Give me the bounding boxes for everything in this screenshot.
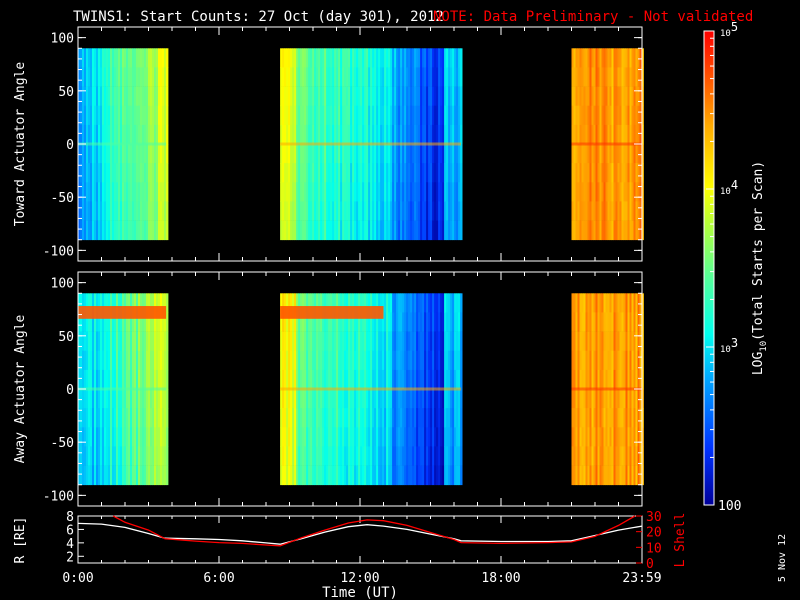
time-axis-label: Time (UT) (322, 585, 398, 600)
orbit-lines (77, 515, 643, 547)
away-actuator-panel: -100 -50 0 50 100 Away Actuator Angle (13, 271, 644, 507)
y-tick-label: 50 (58, 85, 74, 100)
time-tick-label: 6:00 (203, 571, 234, 586)
colorbar-label: LOG10(Total Starts per Scan) (751, 161, 769, 375)
side-date-stamp: 5 Nov 12 (777, 534, 788, 582)
toward-actuator-panel: -100 -50 0 50 100 Toward Actuator Angle (13, 26, 644, 262)
lshell-tick-label: 0 (646, 557, 654, 572)
away-axis-ticks: -100 -50 0 50 100 (43, 271, 643, 507)
lshell-tick-label: 10 (646, 541, 662, 556)
colorbar-gradient (704, 31, 714, 505)
colorbar-tick-label: 105 (720, 20, 738, 39)
heatmap-block (280, 293, 463, 486)
away-heatmap (78, 293, 644, 486)
heatmap-block (78, 48, 169, 241)
lshell-line (112, 515, 636, 547)
y-tick-label: -100 (43, 489, 74, 504)
r-tick-label: 6 (66, 523, 74, 538)
heatmap-block (280, 48, 463, 241)
y-tick-label: 100 (51, 277, 74, 292)
y-tick-label: 0 (66, 383, 74, 398)
away-y-axis-label: Away Actuator Angle (13, 314, 28, 463)
y-tick-label: 0 (66, 138, 74, 153)
colorbar-tick-label: 103 (720, 336, 738, 355)
time-tick-label: 23:59 (622, 571, 661, 586)
figure-title: TWINS1: Start Counts: 27 Oct (day 301), … (73, 9, 753, 25)
heatmap-block (571, 293, 644, 486)
toward-axis-ticks: -100 -50 0 50 100 (43, 26, 643, 262)
figure-title-main: TWINS1: Start Counts: 27 Oct (day 301), … (73, 9, 444, 25)
time-tick-label: 12:00 (340, 571, 379, 586)
r-tick-label: 4 (66, 537, 74, 552)
orbit-plot-frame (77, 515, 643, 564)
preliminary-note: NOTE: Data Preliminary - Not validated (433, 9, 753, 25)
heatmap-block (571, 48, 644, 241)
time-tick-label: 0:00 (62, 571, 93, 586)
y-tick-label: 100 (51, 32, 74, 47)
r-axis-label: R [RE] (13, 517, 28, 564)
colorbar: 100 103 104 105 LOG10(Total Starts per Scan… (703, 20, 769, 514)
lshell-tick-label: 30 (646, 510, 662, 525)
toward-heatmap (78, 48, 644, 241)
heatmap-block (78, 293, 169, 486)
lshell-axis-label: L Shell (673, 513, 688, 568)
colorbar-ticks: 100 103 104 105 (706, 20, 741, 514)
r-distance-line (77, 522, 643, 545)
lshell-tick-label: 20 (646, 526, 662, 541)
time-tick-label: 18:00 (481, 571, 520, 586)
y-tick-label: -50 (51, 436, 74, 451)
y-tick-label: 50 (58, 330, 74, 345)
colorbar-tick-label: 100 (718, 499, 741, 514)
y-tick-label: -50 (51, 191, 74, 206)
r-tick-label: 2 (66, 550, 74, 565)
colorbar-tick-label: 104 (720, 178, 738, 197)
r-tick-label: 8 (66, 510, 74, 525)
y-tick-label: -100 (43, 244, 74, 259)
toward-y-axis-label: Toward Actuator Angle (13, 62, 28, 227)
